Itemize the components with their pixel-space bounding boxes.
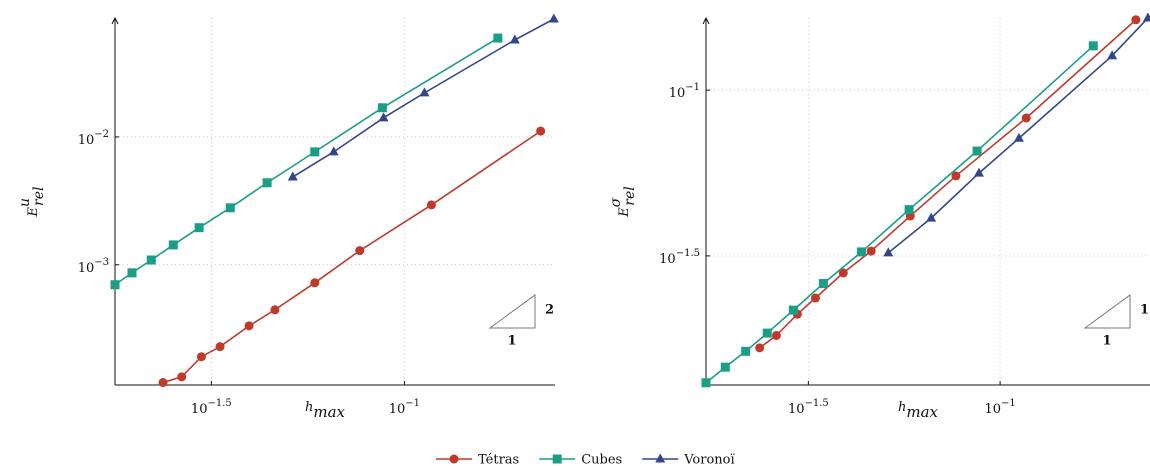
marker — [1142, 12, 1150, 22]
x-axis-label: hmax — [898, 400, 939, 422]
slope-triangle — [488, 294, 536, 329]
marker — [856, 247, 866, 257]
marker — [720, 362, 730, 372]
marker — [926, 212, 937, 222]
marker — [310, 278, 320, 288]
slope-run: 1 — [1102, 334, 1111, 349]
series-line — [114, 37, 499, 286]
marker — [741, 346, 751, 356]
marker — [287, 171, 298, 181]
marker — [904, 205, 914, 215]
legend-label: Voronoï — [683, 453, 735, 466]
x-tick-label: 10−1 — [389, 398, 420, 417]
marker — [244, 321, 254, 331]
y-axis-label: Eurel — [17, 187, 47, 218]
marker — [755, 343, 765, 353]
marker — [1131, 15, 1141, 25]
marker — [127, 268, 137, 278]
marker — [1013, 132, 1024, 142]
marker — [310, 147, 320, 157]
y-tick-label: 10−1.5 — [659, 247, 700, 266]
marker — [536, 126, 546, 136]
marker — [196, 352, 206, 362]
marker — [177, 372, 187, 382]
marker — [838, 268, 848, 278]
marker — [883, 247, 894, 257]
marker — [377, 103, 387, 113]
marker — [215, 342, 225, 352]
x-axis-label: hmax — [305, 400, 346, 422]
marker — [110, 280, 120, 290]
marker — [493, 33, 503, 43]
axis-arrow — [111, 16, 119, 25]
marker — [771, 330, 781, 340]
marker — [701, 378, 711, 388]
marker — [262, 178, 272, 188]
marker — [419, 87, 430, 97]
axis-arrow — [702, 16, 710, 25]
marker — [762, 328, 772, 338]
y-tick-label: 10−1 — [669, 82, 700, 101]
y-axis-label: Eσrel — [608, 186, 638, 218]
slope-triangle — [1083, 294, 1131, 329]
series-line — [292, 18, 555, 178]
marker — [270, 305, 280, 315]
marker — [378, 112, 389, 122]
y-tick-label: 10−3 — [78, 256, 109, 275]
series-line — [705, 45, 1094, 384]
x-tick-label: 10−1 — [984, 398, 1015, 417]
marker — [146, 255, 156, 265]
marker — [810, 293, 820, 303]
series-line — [162, 130, 542, 384]
marker — [1021, 113, 1031, 123]
marker — [328, 146, 339, 156]
marker — [194, 223, 204, 233]
marker — [509, 34, 520, 44]
marker — [972, 146, 982, 156]
marker — [552, 454, 562, 464]
marker — [788, 305, 798, 315]
slope-rise: 1 — [1140, 303, 1149, 318]
marker — [951, 171, 961, 181]
marker — [168, 240, 178, 250]
marker — [548, 13, 559, 23]
marker — [426, 200, 436, 210]
slope-rise: 2 — [545, 303, 554, 318]
marker — [655, 453, 666, 463]
marker — [449, 454, 459, 464]
series-line — [759, 19, 1137, 349]
marker — [355, 246, 365, 256]
marker — [974, 167, 985, 177]
marker — [818, 279, 828, 289]
series-line — [887, 17, 1149, 254]
legend-label: Tétras — [478, 453, 519, 466]
slope-run: 1 — [507, 334, 516, 349]
legend-label: Cubes — [581, 453, 622, 466]
marker — [866, 246, 876, 256]
marker — [1088, 41, 1098, 51]
marker — [158, 378, 168, 388]
marker — [1107, 50, 1118, 60]
x-tick-label: 10−1.5 — [191, 398, 232, 417]
x-tick-label: 10−1.5 — [788, 398, 829, 417]
y-tick-label: 10−2 — [78, 128, 109, 147]
marker — [225, 203, 235, 213]
